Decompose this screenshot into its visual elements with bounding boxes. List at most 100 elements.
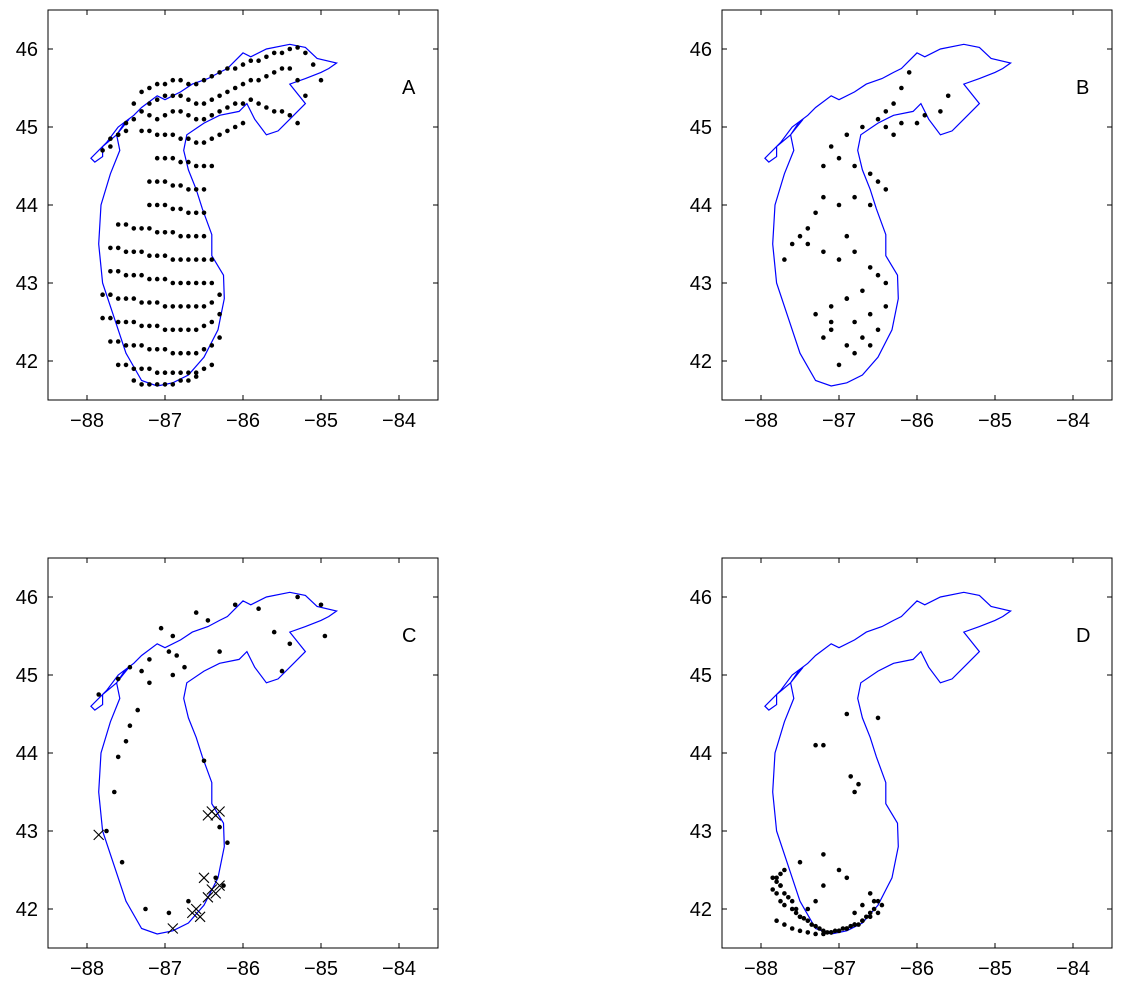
data-point [154,300,160,305]
data-point [170,109,176,114]
data-point [271,50,277,56]
data-point [852,922,857,927]
x-tick-label: −84 [382,410,416,432]
x-tick-label: −87 [148,958,182,980]
data-point [123,249,129,255]
data-point [139,128,144,134]
data-point [828,144,834,149]
data-point [322,633,328,639]
data-point [147,323,152,329]
data-point [178,93,183,99]
data-point [310,62,316,67]
data-point [836,362,842,368]
data-point [875,272,881,278]
data-point [875,898,881,904]
data-point [860,918,865,923]
data-point [914,120,920,126]
data-point [271,629,277,635]
data-point [178,327,183,333]
data-point [131,226,137,231]
data-point [852,319,857,325]
data-point [295,594,300,600]
data-point [225,840,230,845]
data-point [193,327,199,333]
x-tick-label: −87 [148,410,182,432]
axes-frame-b [721,9,1113,401]
panel-d: −88 −87 −86 −85 −84 46 45 44 43 42 D [690,557,1113,980]
data-point [178,183,183,188]
data-point [123,272,129,278]
data-point [264,105,269,110]
data-point [154,347,160,352]
data-point [248,77,254,83]
data-point [193,304,199,309]
data-point [186,136,191,141]
y-tick-label: 43 [690,273,712,295]
data-point [875,327,881,333]
x-marker-point [93,829,105,841]
data-point [867,311,873,317]
data-point [193,116,199,122]
y-tick-label: 43 [690,821,712,843]
data-point [139,89,144,95]
data-point [852,163,857,169]
x-tick-label: −86 [900,410,934,432]
data-point [178,233,183,239]
data-point [209,97,215,102]
data-point [271,70,277,75]
data-point [147,276,152,282]
data-point [115,754,121,760]
data-point [805,241,811,247]
x-tick-label: −88 [744,410,778,432]
data-point [139,366,144,372]
data-point [813,931,818,937]
data-point [139,272,144,278]
y-tick-label: 45 [690,117,712,139]
data-point [778,871,783,877]
data-point [217,132,222,138]
axes-frame-a [47,9,439,401]
y-tick-label: 45 [16,117,38,139]
data-point [793,906,799,912]
data-point [867,891,873,896]
data-point [170,132,176,138]
data-point [821,742,826,748]
data-point [848,923,853,929]
data-point [852,910,857,916]
data-point [836,867,842,873]
x-tick-label: −85 [978,410,1012,432]
data-point [154,230,160,235]
data-point [770,887,775,892]
data-point [147,85,152,91]
data-point [217,335,222,340]
data-point [848,774,853,779]
data-point [774,879,779,884]
data-point [295,45,300,50]
data-point [778,898,783,904]
data-point [867,910,873,916]
data-point [303,50,308,56]
data-point [104,828,109,834]
data-point [170,327,176,333]
data-point [891,132,896,138]
data-point [225,128,230,134]
data-point [108,245,113,251]
data-point [836,202,842,208]
data-point [821,928,826,934]
data-point [154,202,160,208]
data-point [805,918,811,923]
data-point [193,163,199,169]
data-point [782,257,787,262]
data-point [186,378,191,383]
data-point [119,859,125,865]
data-point [186,327,191,333]
data-point [782,902,787,908]
data-point [201,366,207,372]
data-point [193,610,199,615]
data-point [836,928,842,934]
x-tick-label: −85 [978,958,1012,980]
data-point [186,304,191,309]
data-point [174,653,179,658]
data-point [147,680,152,686]
data-point [139,226,144,231]
